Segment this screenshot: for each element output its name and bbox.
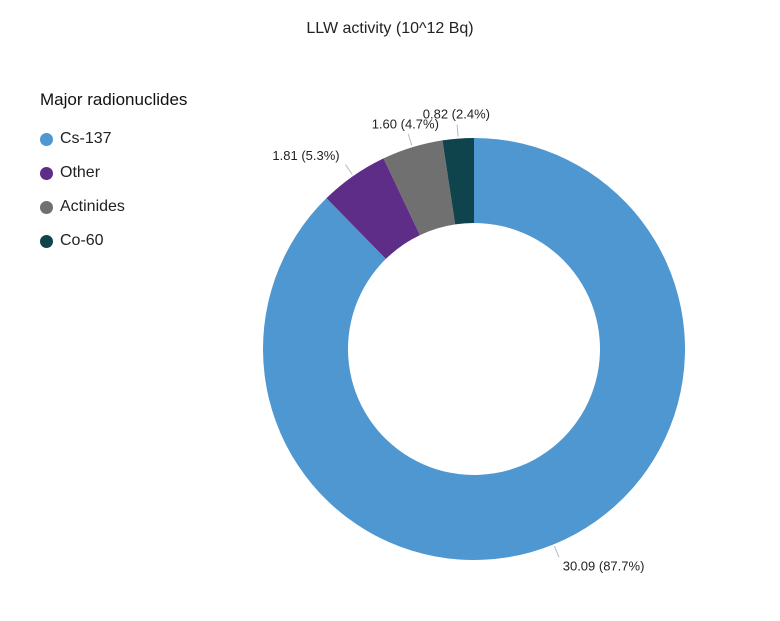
legend-title: Major radionuclides — [40, 90, 188, 109]
legend-item: Other — [40, 156, 187, 190]
legend-swatch — [40, 132, 53, 146]
legend-swatch — [40, 200, 53, 214]
data-label: 30.09 (87.7%) — [563, 559, 645, 574]
leader-line — [407, 133, 413, 146]
slice-co-60 — [442, 138, 474, 225]
legend-label: Cs-137 — [60, 130, 112, 147]
chart-title: LLW activity (10^12 Bq) — [306, 20, 474, 37]
legend-swatch — [40, 234, 53, 248]
legend-label: Actinides — [60, 198, 125, 215]
legend-swatch — [40, 166, 53, 180]
slice-actinides — [383, 140, 456, 236]
leader-line — [553, 546, 560, 558]
leader-line — [344, 164, 353, 175]
legend-label: Other — [60, 164, 101, 181]
legend-item: Cs-137 — [40, 122, 187, 156]
legend-item: Co-60 — [40, 224, 187, 258]
leader-line — [456, 124, 459, 137]
data-label: 1.60 (4.7%) — [372, 116, 439, 131]
slice-cs-137 — [262, 138, 685, 560]
data-label: 1.81 (5.3%) — [272, 148, 339, 163]
data-label: 0.82 (2.4%) — [423, 107, 490, 122]
legend: Major radionuclides Cs-137 Other Actinides… — [40, 90, 187, 258]
slice-other — [326, 158, 420, 259]
legend-item: Actinides — [40, 190, 187, 224]
legend-label: Co-60 — [60, 232, 104, 249]
